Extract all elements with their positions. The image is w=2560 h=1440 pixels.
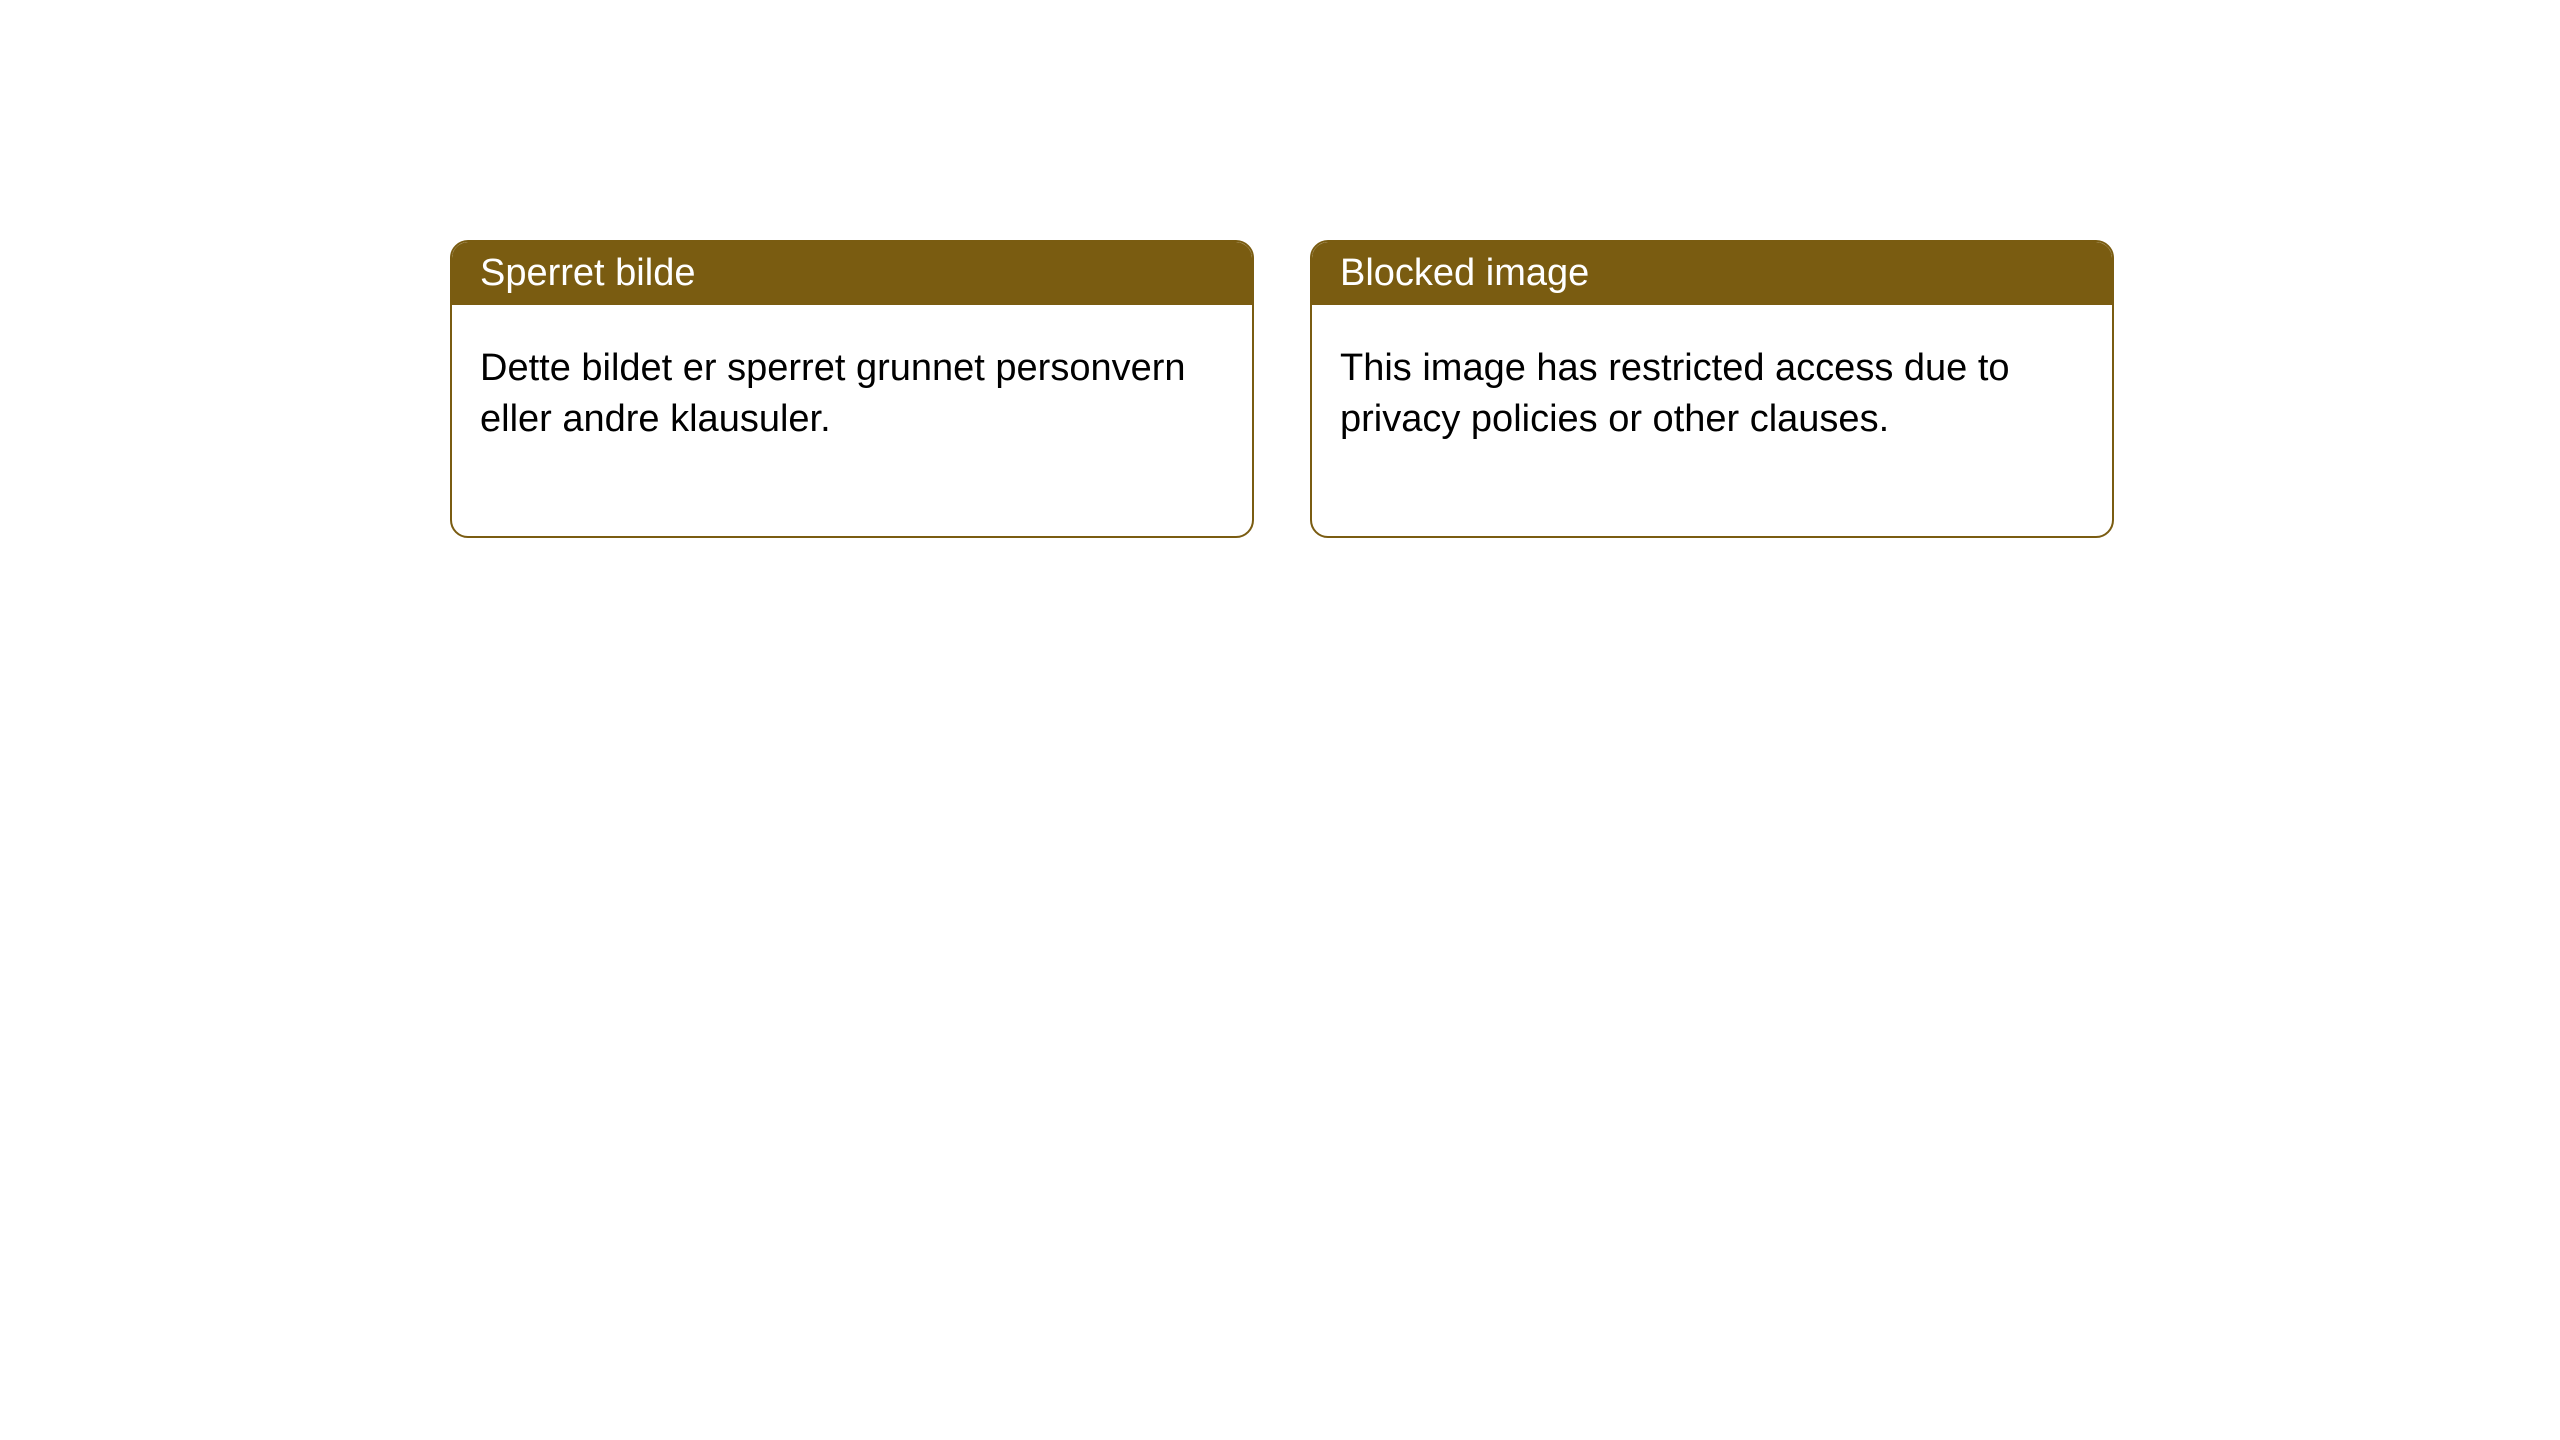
card-header: Blocked image: [1312, 242, 2112, 305]
card-header: Sperret bilde: [452, 242, 1252, 305]
blocked-image-card-english: Blocked image This image has restricted …: [1310, 240, 2114, 538]
card-title: Sperret bilde: [480, 252, 695, 294]
blocked-image-card-norwegian: Sperret bilde Dette bildet er sperret gr…: [450, 240, 1254, 538]
card-body: This image has restricted access due to …: [1312, 305, 2112, 536]
card-message: Dette bildet er sperret grunnet personve…: [480, 347, 1186, 440]
card-body: Dette bildet er sperret grunnet personve…: [452, 305, 1252, 536]
card-title: Blocked image: [1340, 252, 1589, 294]
card-message: This image has restricted access due to …: [1340, 347, 2010, 440]
notice-container: Sperret bilde Dette bildet er sperret gr…: [450, 240, 2114, 538]
